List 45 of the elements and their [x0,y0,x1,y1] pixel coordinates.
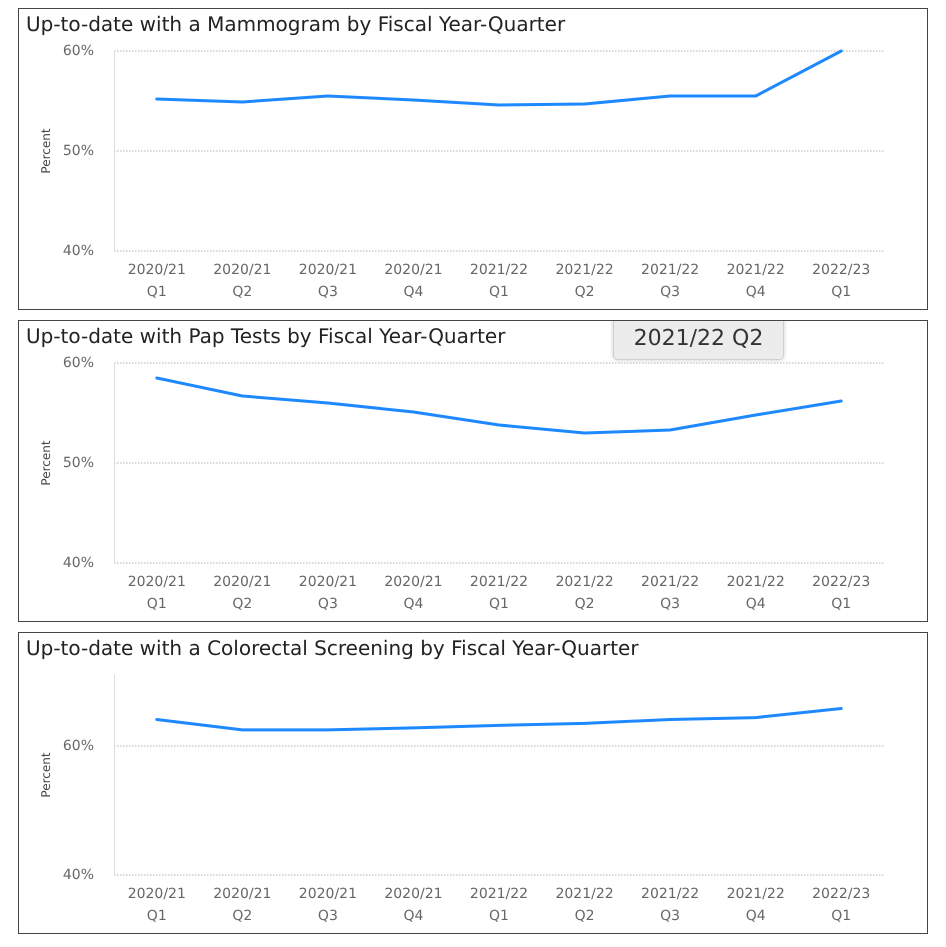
x-tick-label: 2020/21 Q4 [384,886,443,924]
y-tick-label: 50% [62,455,94,471]
x-tick-label: 2020/21 Q4 [384,574,443,612]
x-tick-label: 2020/21 Q4 [384,262,443,300]
x-tick-label: 2020/21 Q3 [298,262,357,300]
x-tick-label: 2020/21 Q1 [128,574,186,612]
y-tick-label: 40% [62,867,94,883]
y-tick-label: 50% [62,143,94,159]
y-tick-label: 60% [62,355,94,371]
x-tick-label: 2021/22 Q4 [726,886,785,924]
y-tick-label: 60% [62,738,94,754]
x-tick-label: 2021/22 Q4 [726,262,785,300]
line-series [155,707,843,732]
x-tick-label: 2022/23 Q1 [812,262,870,300]
y-axis-title: Percent [38,440,53,486]
x-tick-label: 2020/21 Q1 [128,886,186,924]
x-tick-label: 2020/21 Q2 [213,262,272,300]
y-axis-title: Percent [38,128,53,174]
x-tick-label: 2021/22 Q2 [555,262,614,300]
x-tick-label: 2021/22 Q2 [555,574,614,612]
x-tick-label: 2021/22 Q3 [641,574,700,612]
x-tick-label: 2021/22 Q4 [726,574,785,612]
x-tick-label: 2020/21 Q2 [213,574,272,612]
y-tick-label: 40% [62,555,94,571]
chart-title: Up-to-date with a Colorectal Screening by Fiscal Year-Quarter [26,636,640,660]
x-tick-label: 2021/22 Q1 [470,886,528,924]
y-tick-label: 60% [62,43,94,59]
x-tick-label: 2021/22 Q1 [470,574,528,612]
x-tick-label: 2021/22 Q3 [641,262,700,300]
x-tick-label: 2020/21 Q3 [298,886,357,924]
x-tick-label: 2021/22 Q2 [555,886,614,924]
x-tick-label: 2021/22 Q3 [641,886,700,924]
chart-title: Up-to-date with Pap Tests by Fiscal Year-Quarter [26,324,506,348]
x-tick-label: 2021/22 Q1 [470,262,528,300]
x-tick-label: 2022/23 Q1 [812,886,870,924]
line-series [155,376,843,434]
x-tick-label: 2020/21 Q1 [128,262,186,300]
x-tick-label: 2022/23 Q1 [812,574,870,612]
y-tick-label: 40% [62,243,94,259]
x-tick-label: 2020/21 Q2 [213,886,272,924]
chart-title: Up-to-date with a Mammogram by Fiscal Year-Quarter [26,12,566,36]
y-axis-title: Percent [38,752,53,798]
line-series [155,50,843,106]
text: 2021/22 Q2 [634,326,764,351]
x-tick-label: 2020/21 Q3 [298,574,357,612]
